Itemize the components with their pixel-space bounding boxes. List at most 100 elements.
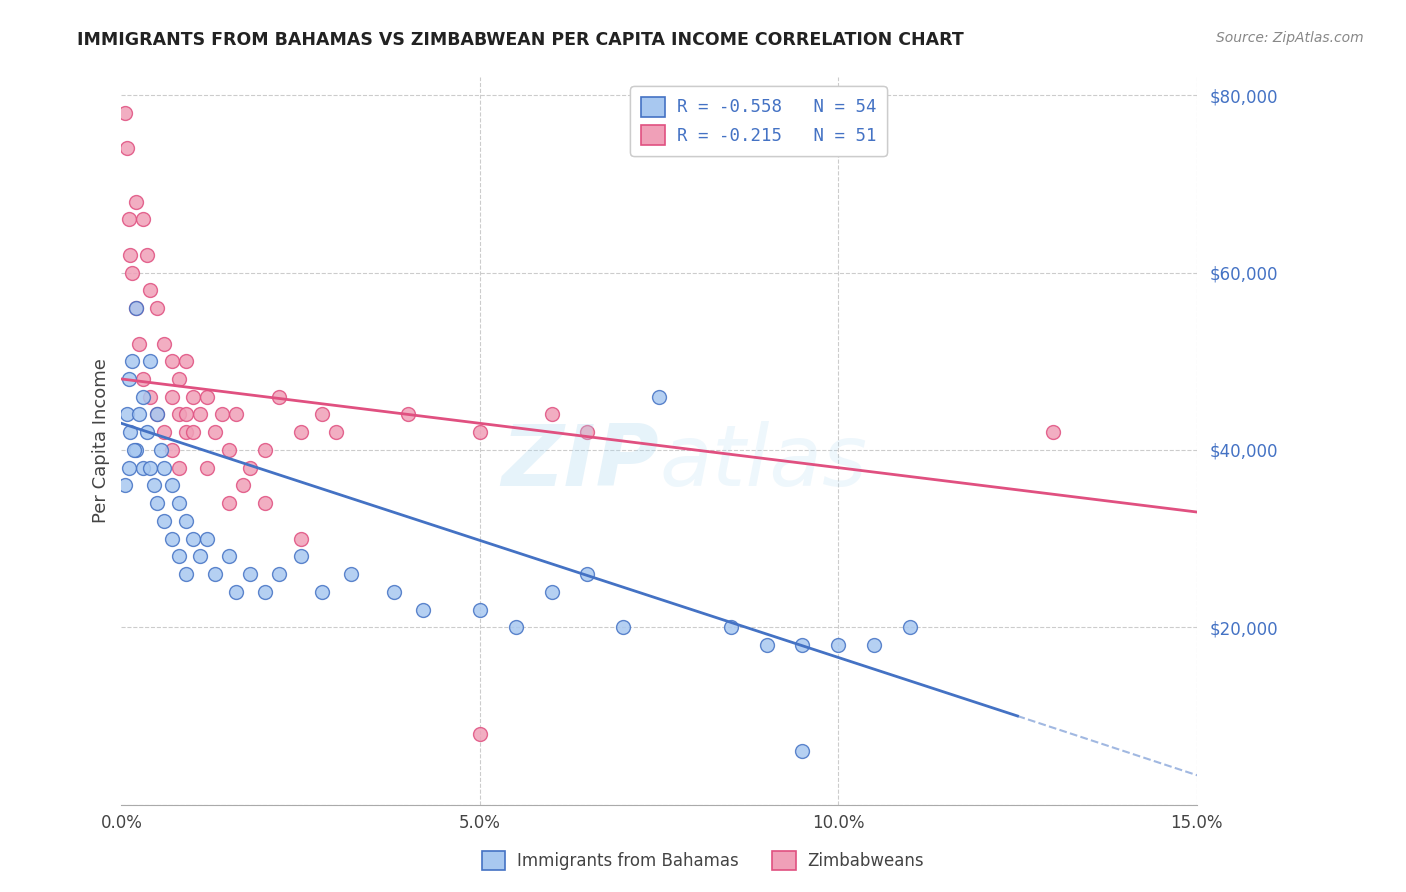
Point: [139, 354, 162, 368]
Text: IMMIGRANTS FROM BAHAMAS VS ZIMBABWEAN PER CAPITA INCOME CORRELATION CHART: IMMIGRANTS FROM BAHAMAS VS ZIMBABWEAN PE…: [77, 31, 965, 49]
Point: [132, 212, 155, 227]
Point: [269, 567, 291, 582]
Point: [576, 425, 599, 440]
Point: [218, 442, 240, 457]
Point: [412, 602, 434, 616]
Point: [121, 354, 143, 368]
Point: [340, 567, 363, 582]
Point: [174, 514, 197, 528]
Point: [167, 408, 190, 422]
Point: [114, 478, 136, 492]
Point: [117, 372, 139, 386]
Point: [188, 408, 211, 422]
Point: [125, 301, 148, 315]
Point: [468, 602, 491, 616]
Point: [128, 408, 150, 422]
Point: [269, 390, 291, 404]
Point: [139, 283, 162, 297]
Point: [253, 584, 276, 599]
Point: [181, 532, 204, 546]
Point: [118, 248, 141, 262]
Point: [290, 532, 312, 546]
Point: [121, 266, 143, 280]
Point: [124, 442, 146, 457]
Point: [153, 514, 176, 528]
Point: [204, 425, 226, 440]
Point: [160, 390, 183, 404]
Point: [218, 549, 240, 564]
Point: [863, 638, 886, 652]
Point: [139, 460, 162, 475]
Point: [755, 638, 778, 652]
Point: [188, 549, 211, 564]
Point: [128, 336, 150, 351]
Point: [540, 408, 562, 422]
Point: [225, 408, 247, 422]
Point: [149, 442, 172, 457]
Point: [117, 212, 139, 227]
Point: [153, 336, 176, 351]
Point: [648, 390, 671, 404]
Point: [132, 390, 155, 404]
Point: [720, 620, 742, 634]
Point: [160, 478, 183, 492]
Point: [253, 496, 276, 510]
Text: Source: ZipAtlas.com: Source: ZipAtlas.com: [1216, 31, 1364, 45]
Point: [146, 408, 169, 422]
Point: [396, 408, 419, 422]
Point: [218, 496, 240, 510]
Point: [174, 408, 197, 422]
Point: [125, 194, 148, 209]
Point: [232, 478, 254, 492]
Point: [612, 620, 634, 634]
Point: [146, 408, 169, 422]
Point: [827, 638, 849, 652]
Legend: Immigrants from Bahamas, Zimbabweans: Immigrants from Bahamas, Zimbabweans: [475, 844, 931, 877]
Point: [197, 460, 219, 475]
Point: [174, 567, 197, 582]
Point: [576, 567, 599, 582]
Point: [540, 584, 562, 599]
Point: [290, 549, 312, 564]
Point: [114, 106, 136, 120]
Point: [468, 727, 491, 741]
Point: [167, 460, 190, 475]
Point: [311, 408, 333, 422]
Point: [167, 549, 190, 564]
Point: [181, 390, 204, 404]
Point: [174, 354, 197, 368]
Point: [146, 301, 169, 315]
Point: [181, 425, 204, 440]
Text: ZIP: ZIP: [502, 421, 659, 504]
Point: [1042, 425, 1064, 440]
Point: [125, 442, 148, 457]
Point: [204, 567, 226, 582]
Point: [197, 532, 219, 546]
Point: [792, 744, 814, 758]
Point: [115, 141, 138, 155]
Point: [142, 478, 165, 492]
Point: [125, 301, 148, 315]
Y-axis label: Per Capita Income: Per Capita Income: [93, 359, 110, 524]
Point: [160, 442, 183, 457]
Point: [898, 620, 921, 634]
Legend: R = -0.558   N = 54, R = -0.215   N = 51: R = -0.558 N = 54, R = -0.215 N = 51: [630, 87, 887, 156]
Point: [253, 442, 276, 457]
Point: [135, 248, 157, 262]
Point: [153, 425, 176, 440]
Point: [132, 372, 155, 386]
Point: [132, 460, 155, 475]
Point: [153, 460, 176, 475]
Point: [174, 425, 197, 440]
Text: atlas: atlas: [659, 421, 868, 504]
Point: [325, 425, 347, 440]
Point: [160, 354, 183, 368]
Point: [117, 460, 139, 475]
Point: [139, 390, 162, 404]
Point: [167, 372, 190, 386]
Point: [197, 390, 219, 404]
Point: [225, 584, 247, 599]
Point: [239, 460, 262, 475]
Point: [382, 584, 405, 599]
Point: [167, 496, 190, 510]
